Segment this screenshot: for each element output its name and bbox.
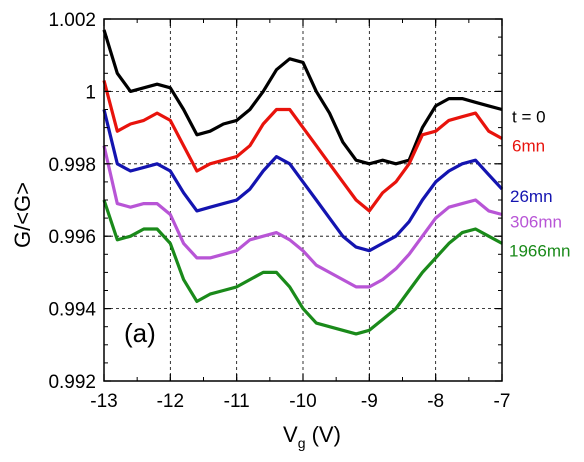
series-labels: t = 0 6mn 26mn 306mn 1966mn [509, 108, 570, 261]
y-tick-label: 0.996 [48, 227, 96, 248]
series-line [102, 29, 503, 166]
y-tick-label: 0.994 [48, 300, 96, 321]
series-label: 1966mn [509, 241, 570, 260]
series-line [102, 199, 503, 336]
x-tick-label: -11 [224, 391, 250, 412]
y-tick-label: 1 [85, 82, 96, 103]
x-axis-title-unit: (V) [305, 422, 340, 447]
x-axis-title-subscript: g [298, 435, 306, 451]
axis-ticks [103, 18, 503, 382]
x-tick-label: -13 [90, 391, 117, 412]
series-label: 6mn [512, 136, 545, 155]
y-axis-title: G/<G> [10, 182, 35, 248]
series-line [102, 145, 503, 289]
x-tick-label: -7 [494, 391, 511, 412]
x-axis-title-symbol: V [283, 422, 298, 447]
series-label: t = 0 [512, 108, 546, 127]
x-tick-label: -8 [427, 391, 444, 412]
y-tick-label: 1.002 [48, 10, 96, 31]
panel-label: (a) [124, 318, 156, 348]
series-line [102, 109, 504, 253]
x-tick-label: -12 [157, 391, 184, 412]
x-tick-label: -10 [289, 391, 316, 412]
y-tick-label: 0.998 [48, 155, 96, 176]
x-axis-title: Vg (V) [283, 422, 341, 451]
x-tick-label: -9 [361, 391, 378, 412]
series-line [102, 80, 503, 213]
grid-lines [104, 19, 502, 381]
y-tick-label: 0.992 [48, 372, 96, 393]
series-label: 26mn [510, 187, 553, 206]
tick-labels: -13 -12 -11 -10 -9 -8 -7 0.992 0.994 0.996 0.998 1 1… [48, 10, 510, 412]
data-series [102, 29, 504, 336]
series-label: 306mn [510, 212, 562, 231]
